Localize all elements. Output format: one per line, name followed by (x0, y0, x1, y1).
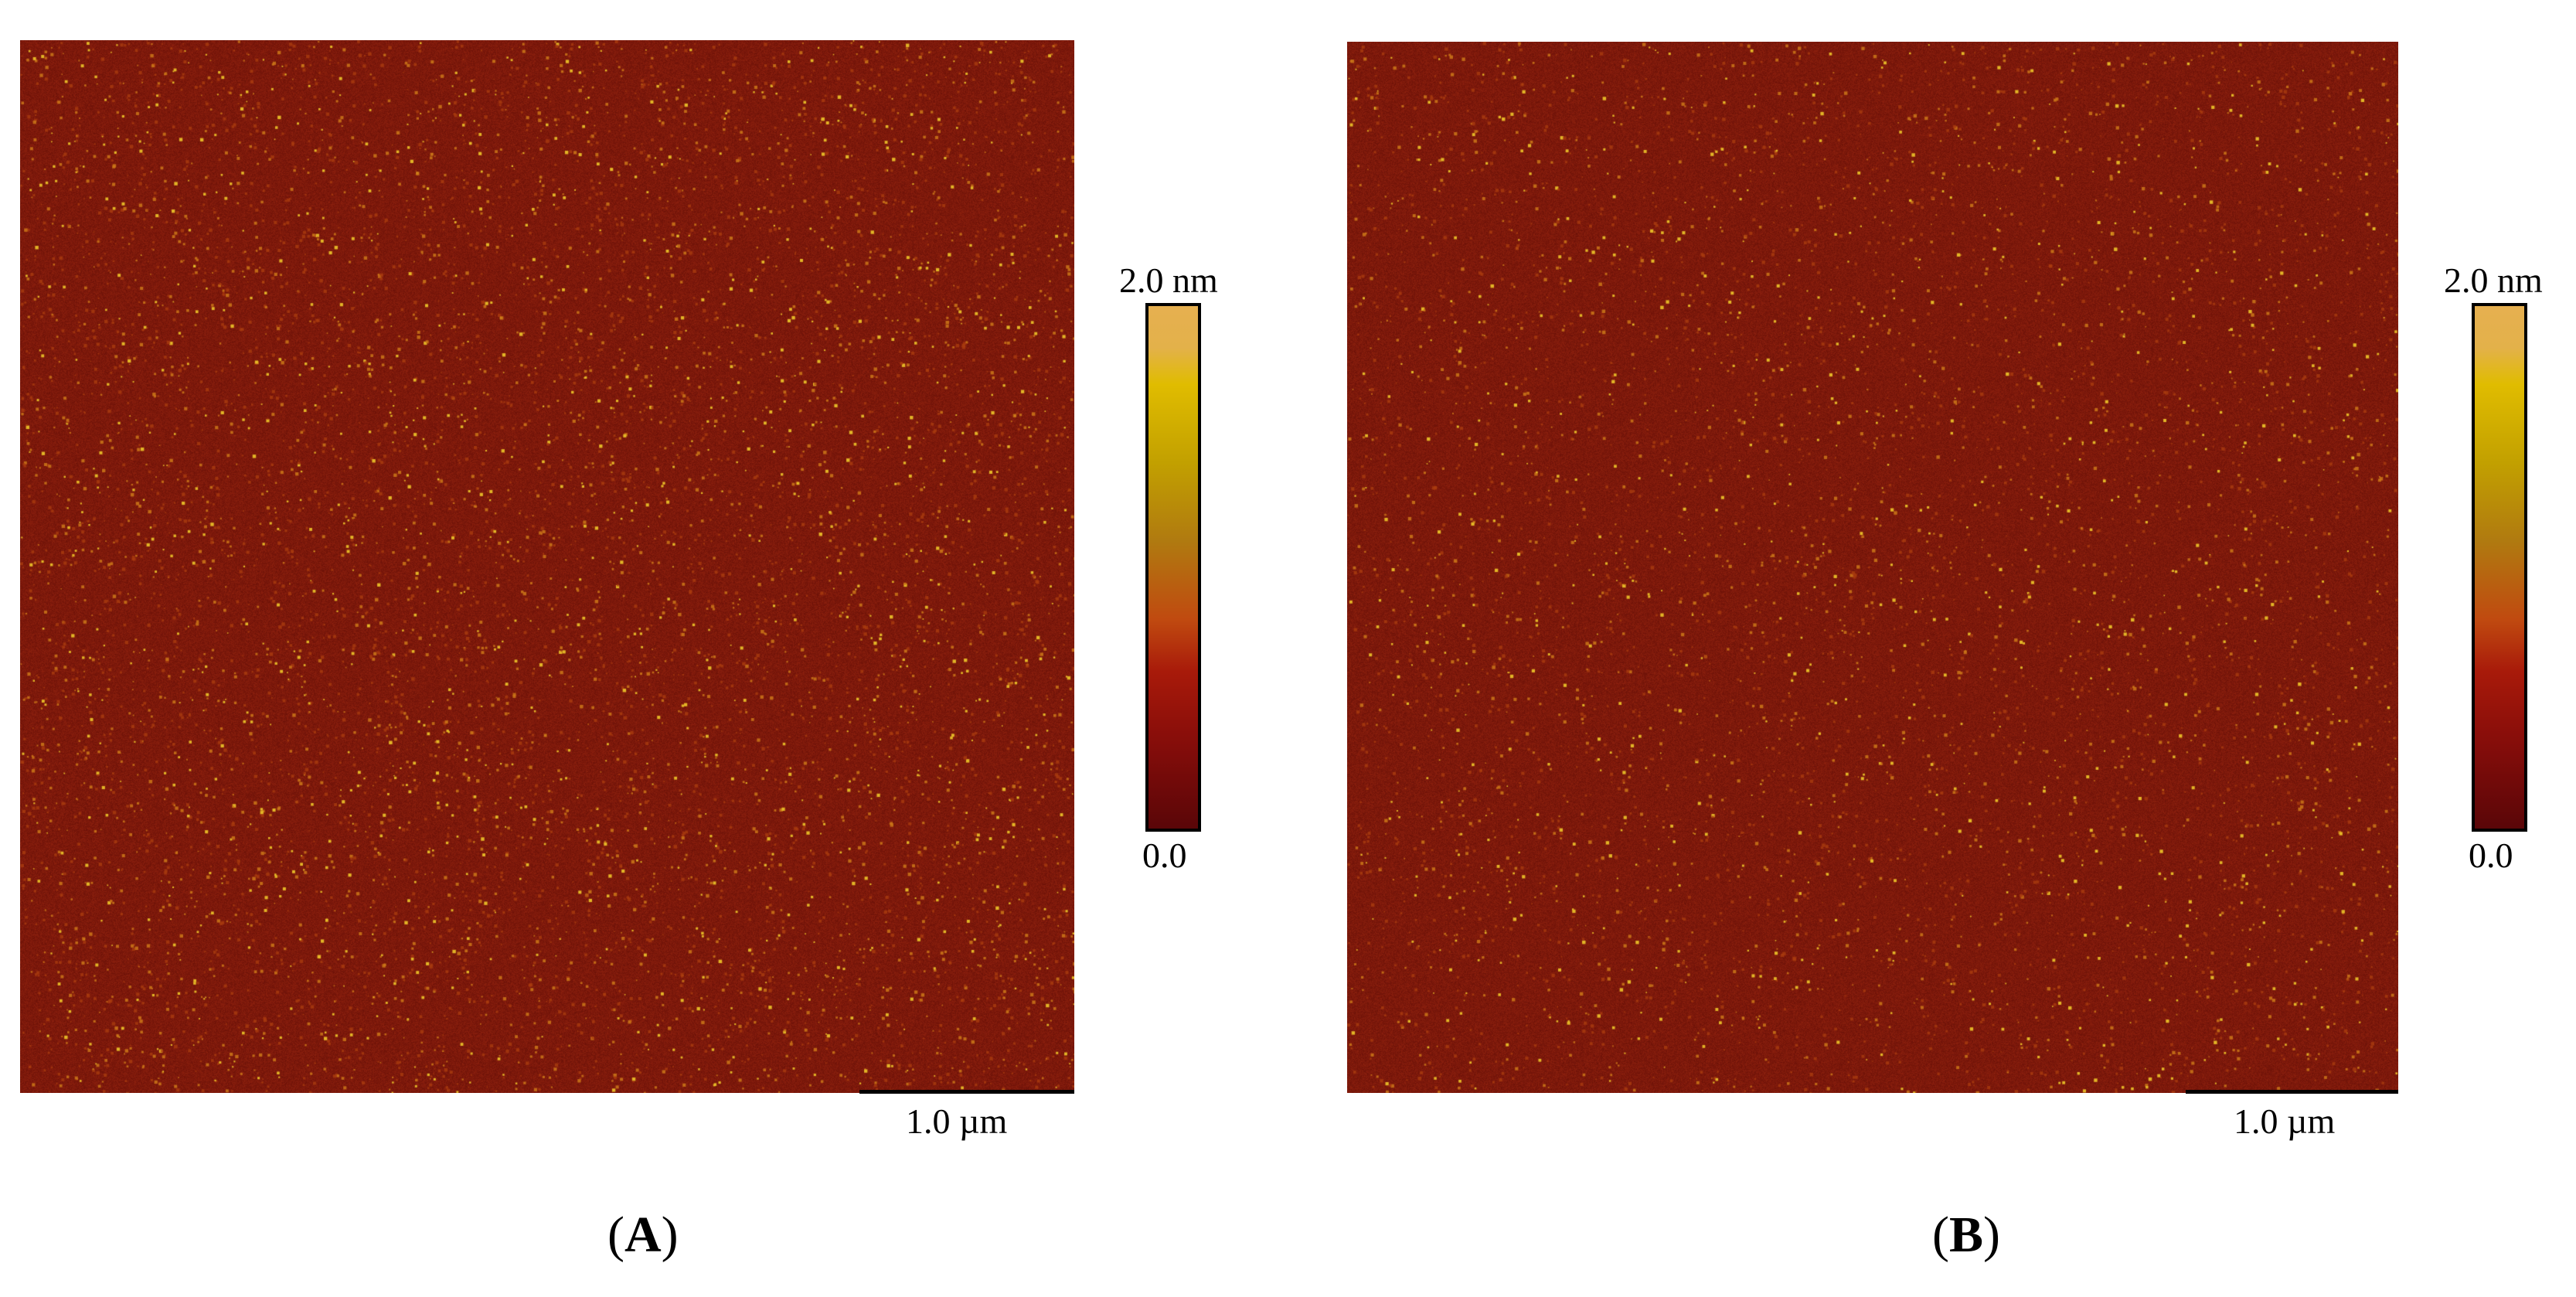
colorbar-max-label: 2.0 nm (1119, 260, 1218, 300)
scale-bar-label: 1.0 µm (906, 1101, 1008, 1141)
colorbar-min-label: 0.0 (2469, 836, 2513, 875)
height-colorbar (2472, 303, 2527, 832)
panel-b: 1.0 µm 2.0 nm 0.0 (B) (1329, 0, 2576, 1297)
height-colorbar (1145, 303, 1201, 832)
panel-a: 1.0 µm 2.0 nm 0.0 (A) (20, 40, 1218, 1263)
colorbar-min-label: 0.0 (1142, 836, 1187, 875)
scale-bar-line (2186, 1090, 2398, 1094)
afm-height-image (1347, 42, 2398, 1093)
afm-texture (1347, 42, 2398, 1093)
colorbar-max-label: 2.0 nm (2444, 260, 2543, 300)
scale-bar-label: 1.0 µm (2234, 1101, 2336, 1141)
panel-label: (B) (1932, 1207, 2000, 1263)
scale-bar-line (859, 1090, 1074, 1094)
afm-height-image (20, 40, 1074, 1093)
panel-label: (A) (607, 1207, 679, 1263)
afm-texture (20, 40, 1074, 1093)
